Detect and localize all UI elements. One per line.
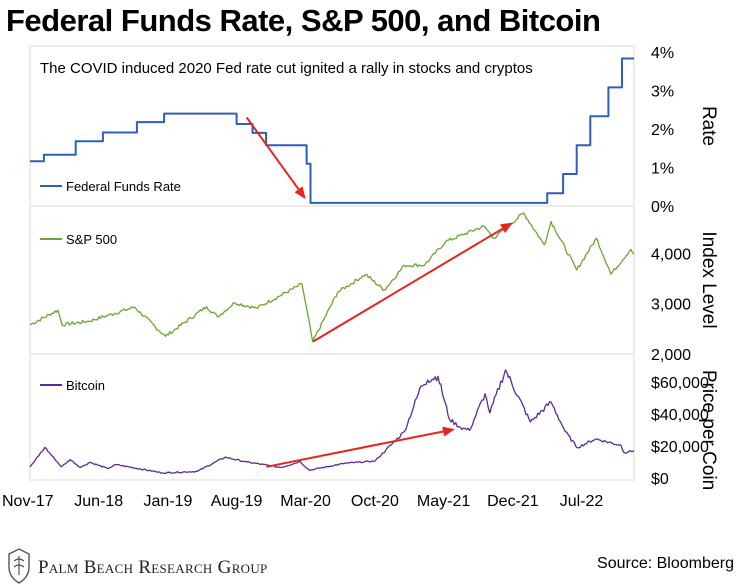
btc-series-layer bbox=[29, 369, 635, 475]
x-tick-label: Nov-17 bbox=[2, 493, 54, 510]
x-tick-label: Mar-20 bbox=[280, 493, 331, 510]
x-tick-label: Oct-20 bbox=[351, 493, 399, 510]
fed-trend-arrowhead bbox=[294, 186, 306, 200]
sp-y-axis-label: Index Level bbox=[698, 231, 719, 328]
seal-logo-icon bbox=[8, 548, 30, 584]
fed-ytick-label: 1% bbox=[651, 161, 674, 178]
fed-series-line bbox=[30, 57, 634, 204]
fed-panel: The COVID induced 2020 Fed rate cut igni… bbox=[29, 45, 719, 216]
x-tick-label: Jul-22 bbox=[560, 493, 604, 510]
sp-legend-label: S&P 500 bbox=[66, 232, 117, 247]
chart-title: Federal Funds Rate, S&P 500, and Bitcoin bbox=[6, 3, 601, 38]
x-tick-label: Dec-21 bbox=[487, 493, 539, 510]
fed-series-layer bbox=[30, 57, 634, 204]
fed-ytick-label: 2% bbox=[651, 122, 674, 139]
sp-arrow-layer bbox=[312, 222, 513, 343]
sp-trend-arrowhead bbox=[500, 222, 513, 233]
btc-y-axis-label: Price per Coin bbox=[698, 370, 719, 490]
btc-trend-arrow bbox=[266, 430, 444, 468]
fed-ytick-label: 3% bbox=[651, 84, 674, 101]
sp-ytick-label: 4,000 bbox=[651, 246, 691, 263]
fed-ytick-label: 0% bbox=[651, 199, 674, 216]
btc-ytick-label: $0 bbox=[651, 471, 669, 488]
btc-ytick-label: $40,000 bbox=[651, 407, 709, 424]
btc-series-line bbox=[29, 369, 635, 475]
btc-panel: Bitcoin $0 $20,000 $40,000 $60,000 Price pe… bbox=[29, 353, 719, 490]
btc-ytick-layer: $0 $20,000 $40,000 $60,000 bbox=[651, 375, 709, 488]
sp-ytick-label: 2,000 bbox=[651, 347, 691, 364]
x-tick-label: Jun-18 bbox=[74, 493, 123, 510]
fed-ytick-label: 4% bbox=[651, 45, 674, 62]
sp-ytick-layer: 2,000 3,000 4,000 bbox=[651, 246, 691, 364]
x-tick-label: May-21 bbox=[417, 493, 470, 510]
sp-trend-arrow bbox=[312, 227, 504, 343]
btc-legend-label: Bitcoin bbox=[66, 378, 105, 393]
source-note: Source: Bloomberg bbox=[597, 555, 734, 572]
annotation-text: The COVID induced 2020 Fed rate cut igni… bbox=[40, 60, 533, 77]
x-tick-label: Jan-19 bbox=[144, 493, 193, 510]
sp-series-layer bbox=[29, 212, 635, 343]
x-axis: Nov-17 Jun-18 Jan-19 Aug-19 Mar-20 Oct-20 May-… bbox=[2, 493, 603, 510]
btc-trend-arrowhead bbox=[442, 426, 455, 437]
fed-arrow-layer bbox=[245, 116, 306, 200]
fed-ytick-layer: 0% 1% 2% 3% 4% bbox=[651, 45, 674, 216]
sp-series-line bbox=[29, 212, 635, 343]
brand-name: Palm Beach Research Group bbox=[38, 557, 268, 578]
fed-legend-label: Federal Funds Rate bbox=[66, 179, 181, 194]
btc-ytick-label: $20,000 bbox=[651, 439, 709, 456]
x-tick-label: Aug-19 bbox=[211, 493, 263, 510]
btc-panel-frame bbox=[29, 353, 635, 481]
btc-arrow-layer bbox=[266, 426, 455, 468]
btc-ytick-label: $60,000 bbox=[651, 375, 709, 392]
sp-ytick-label: 3,000 bbox=[651, 297, 691, 314]
fed-y-axis-label: Rate bbox=[698, 106, 719, 146]
brand-block: Palm Beach Research Group bbox=[6, 547, 346, 587]
sp-panel-frame bbox=[29, 205, 635, 355]
fed-trend-arrow bbox=[245, 116, 300, 190]
sp-panel: S&P 500 2,000 3,000 4,000 Index Level bbox=[29, 205, 719, 364]
